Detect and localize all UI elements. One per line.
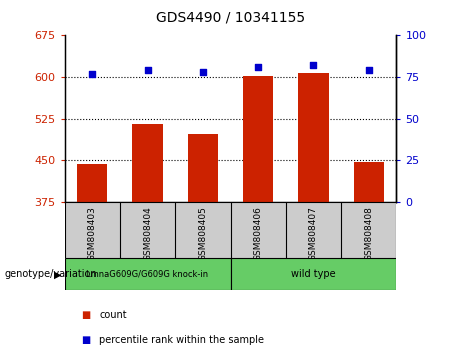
Bar — [120, 202, 175, 258]
Text: wild type: wild type — [291, 269, 336, 279]
Point — [199, 69, 207, 75]
Bar — [65, 202, 120, 258]
Bar — [175, 202, 230, 258]
Bar — [243, 76, 273, 202]
Bar — [286, 202, 341, 258]
Text: ■: ■ — [81, 335, 90, 345]
Bar — [298, 73, 329, 202]
Text: LmnaG609G/G609G knock-in: LmnaG609G/G609G knock-in — [87, 270, 208, 279]
Bar — [188, 134, 218, 202]
Text: genotype/variation: genotype/variation — [5, 269, 97, 279]
Bar — [65, 258, 230, 290]
Bar — [341, 202, 396, 258]
Text: GSM808408: GSM808408 — [364, 206, 373, 261]
Text: GDS4490 / 10341155: GDS4490 / 10341155 — [156, 11, 305, 25]
Bar — [132, 124, 163, 202]
Point — [365, 68, 372, 73]
Bar — [230, 202, 286, 258]
Point — [254, 64, 262, 70]
Text: GSM808403: GSM808403 — [88, 206, 97, 261]
Point — [310, 63, 317, 68]
Bar — [77, 164, 107, 202]
Text: percentile rank within the sample: percentile rank within the sample — [99, 335, 264, 345]
Text: GSM808405: GSM808405 — [198, 206, 207, 261]
Point — [89, 71, 96, 76]
Text: GSM808404: GSM808404 — [143, 206, 152, 261]
Text: ■: ■ — [81, 310, 90, 320]
Bar — [354, 162, 384, 202]
Point — [144, 68, 151, 73]
Text: ▶: ▶ — [54, 269, 62, 279]
Bar — [230, 258, 396, 290]
Text: count: count — [99, 310, 127, 320]
Text: GSM808407: GSM808407 — [309, 206, 318, 261]
Text: GSM808406: GSM808406 — [254, 206, 263, 261]
